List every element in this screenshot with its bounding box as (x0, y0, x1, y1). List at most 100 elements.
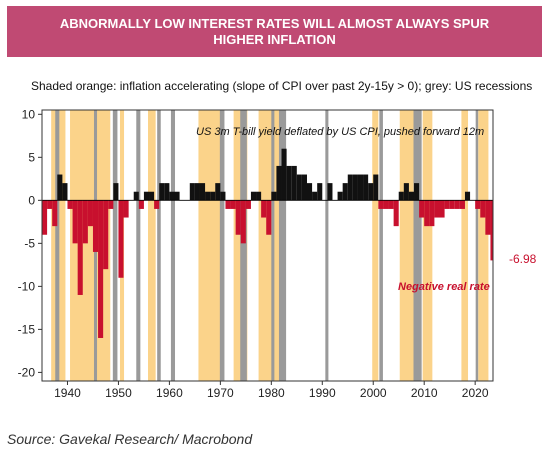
data-bar (475, 200, 481, 209)
data-bar (123, 200, 129, 218)
data-bar (301, 174, 307, 201)
data-bar (113, 183, 119, 201)
data-bar (98, 200, 104, 338)
data-bar (92, 200, 99, 252)
data-bar (459, 200, 465, 209)
data-bar (67, 200, 73, 209)
recession-band (413, 110, 422, 381)
data-bar (210, 191, 216, 201)
data-bar (138, 200, 144, 209)
data-bar (490, 200, 493, 261)
source-note: Source: Gavekal Research/ Macrobond (7, 431, 253, 447)
data-bar (317, 183, 323, 201)
x-tick-label: 2010 (411, 386, 438, 400)
data-bar (220, 191, 226, 201)
data-bar (189, 183, 195, 201)
data-bar (169, 191, 175, 201)
data-bar (454, 200, 460, 209)
data-bar (199, 183, 206, 201)
data-bar (312, 191, 318, 201)
data-bar (164, 183, 170, 201)
x-tick-label: 1970 (207, 386, 234, 400)
recession-band (325, 110, 329, 381)
x-tick-label: 1940 (54, 386, 81, 400)
chart-title: ABNORMALLY LOW INTEREST RATES WILL ALMOS… (59, 15, 490, 47)
data-bar (373, 174, 379, 201)
data-bar (434, 200, 440, 218)
data-bar (154, 200, 160, 209)
x-tick-label: 1960 (156, 386, 183, 400)
data-bar (256, 191, 262, 201)
negative-rate-annotation: Negative real rate (398, 281, 490, 293)
x-tick-label: 2000 (360, 386, 387, 400)
data-bar (118, 200, 124, 278)
data-bar (250, 191, 257, 201)
data-bar (261, 200, 267, 218)
data-bar (378, 200, 384, 209)
recession-band (271, 110, 275, 381)
data-bar (403, 183, 409, 201)
inflation-accelerating-band (147, 110, 156, 381)
data-bar (215, 183, 221, 201)
inflation-accelerating-band (198, 110, 224, 381)
data-bar (57, 174, 63, 201)
data-bar (77, 200, 83, 295)
y-tick-label: 5 (28, 150, 35, 164)
x-tick-label: 2020 (462, 386, 489, 400)
inflation-accelerating-band (422, 110, 433, 381)
data-bar (444, 200, 450, 209)
data-bar (159, 183, 165, 201)
axes-layer: 10 5 0 -5 -10 -15 -20 1940 1950 1960 1970 1980 1990 2… (18, 107, 494, 400)
data-bar (240, 200, 246, 244)
recession-band (170, 110, 176, 381)
data-bar (225, 200, 231, 209)
data-bar (352, 174, 358, 201)
data-bar (296, 174, 302, 201)
data-bar (230, 200, 236, 209)
data-bar (306, 183, 313, 201)
series-annotation: US 3m T-bill yield deflated by US CPI, p… (196, 126, 484, 138)
data-bar (286, 165, 292, 201)
data-bar (388, 200, 394, 209)
y-tick-label: -10 (18, 279, 36, 293)
data-bar (52, 200, 58, 227)
data-bar (72, 200, 78, 244)
data-bar (480, 200, 486, 218)
series-area-layer (42, 148, 493, 338)
inflation-accelerating-band (372, 110, 379, 381)
data-bar (342, 183, 348, 201)
data-bar (464, 191, 471, 201)
data-bar (205, 191, 211, 201)
data-bar (42, 200, 48, 235)
data-bar (194, 183, 200, 201)
data-bar (47, 200, 53, 209)
data-bar (281, 148, 287, 201)
data-bar (363, 174, 369, 201)
recession-band (219, 110, 225, 381)
data-bar (271, 191, 277, 201)
data-bar (408, 191, 415, 201)
data-bar (429, 200, 435, 227)
data-bar (439, 200, 445, 218)
data-bar (327, 183, 333, 201)
data-bar (414, 183, 420, 201)
data-bar (419, 200, 425, 218)
data-bar (276, 165, 282, 201)
x-tick-label: 1990 (309, 386, 336, 400)
last-value-label: -6.98 (509, 252, 537, 266)
annotation-layer: US 3m T-bill yield deflated by US CPI, p… (196, 126, 537, 293)
data-bar (393, 200, 399, 227)
data-bar (87, 200, 93, 227)
data-bar (347, 174, 353, 201)
y-tick-label: -15 (18, 322, 36, 336)
data-bar (424, 200, 430, 227)
data-bar (62, 183, 68, 201)
data-bar (266, 200, 272, 235)
plot-frame (41, 109, 494, 382)
y-tick-label: -5 (24, 236, 35, 250)
y-tick-label: -20 (18, 365, 36, 379)
data-bar (383, 200, 389, 209)
data-bar (149, 191, 155, 201)
recession-band (112, 110, 118, 381)
